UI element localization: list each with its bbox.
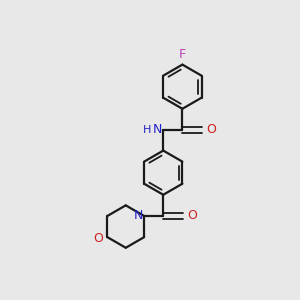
Text: N: N [134,209,143,223]
Text: O: O [206,124,216,136]
Text: O: O [94,232,103,245]
Text: H: H [142,125,151,135]
Text: O: O [187,209,197,223]
Text: N: N [153,124,162,136]
Text: F: F [179,48,186,61]
